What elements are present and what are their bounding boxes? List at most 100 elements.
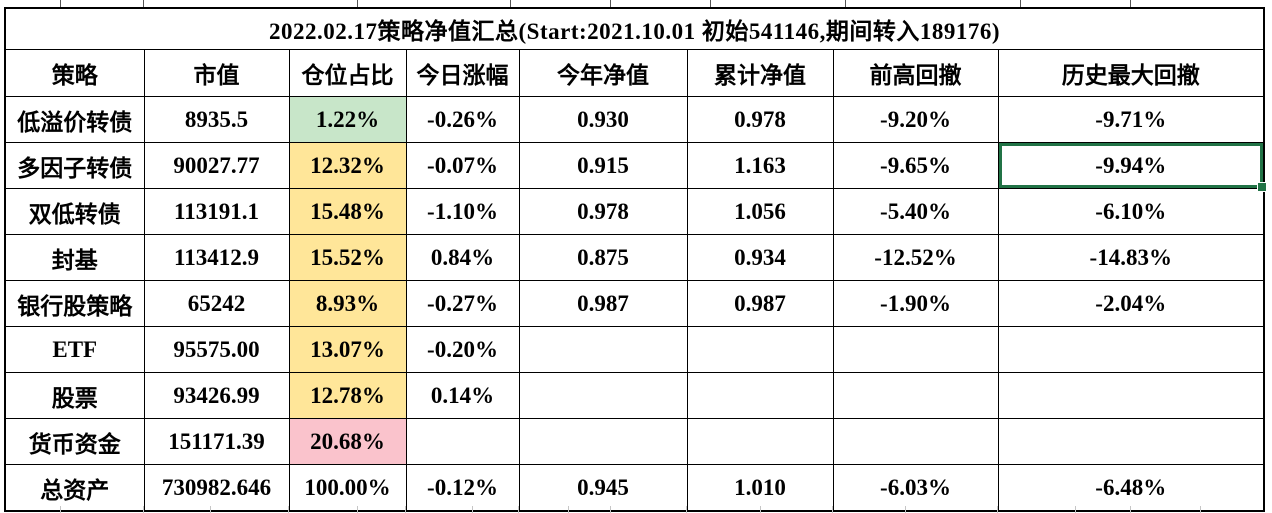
cell-r6-c5[interactable] xyxy=(686,372,834,419)
cell-r5-c7[interactable] xyxy=(997,326,1265,373)
gridline-stub xyxy=(357,0,358,7)
column-header-1[interactable]: 市值 xyxy=(143,49,290,97)
cell-r2-c3[interactable]: -1.10% xyxy=(405,188,520,235)
gridline-stub xyxy=(472,506,473,513)
cell-r1-c4[interactable]: 0.915 xyxy=(518,142,688,189)
cell-r0-c5[interactable]: 0.978 xyxy=(686,96,834,143)
cell-r6-c4[interactable] xyxy=(518,372,688,419)
cell-r8-c1[interactable]: 730982.646 xyxy=(143,464,290,512)
table-row-股票: 股票 93426.99 12.78% 0.14% xyxy=(4,372,1265,419)
selected-cell[interactable]: -9.94% xyxy=(997,142,1268,193)
gridline-stub xyxy=(60,506,61,513)
column-header-7[interactable]: 历史最大回撤 xyxy=(997,49,1265,97)
position-pct-cell-yellow[interactable]: 15.48% xyxy=(288,188,407,235)
cell-r3-c5[interactable]: 0.934 xyxy=(686,234,834,281)
cell-r8-c3[interactable]: -0.12% xyxy=(405,464,520,512)
cell-r2-c6[interactable]: -5.40% xyxy=(832,188,999,235)
position-pct-cell-yellow[interactable]: 12.32% xyxy=(288,142,407,189)
cell-r4-c1[interactable]: 65242 xyxy=(143,280,290,327)
gridline-stub xyxy=(710,0,711,7)
cell-r4-c0[interactable]: 银行股策略 xyxy=(4,280,145,327)
cell-r5-c6[interactable] xyxy=(832,326,999,373)
column-header-3[interactable]: 今日涨幅 xyxy=(405,49,520,97)
cell-r8-c4[interactable]: 0.945 xyxy=(518,464,688,512)
gridline-stub xyxy=(518,506,519,513)
gridline-stub xyxy=(510,0,511,7)
cell-r0-c3[interactable]: -0.26% xyxy=(405,96,520,143)
cell-r7-c5[interactable] xyxy=(686,418,834,465)
cell-r0-c0[interactable]: 低溢价转债 xyxy=(4,96,145,143)
gridline-stub xyxy=(288,506,289,513)
cell-r2-c0[interactable]: 双低转债 xyxy=(4,188,145,235)
cell-r8-c6[interactable]: -6.03% xyxy=(832,464,999,512)
cell-r1-c0[interactable]: 多因子转债 xyxy=(4,142,145,189)
cell-r8-c2[interactable]: 100.00% xyxy=(288,464,407,512)
position-pct-cell-yellow[interactable]: 8.93% xyxy=(288,280,407,327)
position-pct-cell-green[interactable]: 1.22% xyxy=(288,96,407,143)
cell-r7-c3[interactable] xyxy=(405,418,520,465)
cell-r3-c6[interactable]: -12.52% xyxy=(832,234,999,281)
cell-r2-c4[interactable]: 0.978 xyxy=(518,188,688,235)
cell-r6-c1[interactable]: 93426.99 xyxy=(143,372,290,419)
column-header-2[interactable]: 仓位占比 xyxy=(288,49,407,97)
cell-r7-c0[interactable]: 货币资金 xyxy=(4,418,145,465)
cell-r7-c1[interactable]: 151171.39 xyxy=(143,418,290,465)
gridline-stub xyxy=(210,506,211,513)
cell-r8-c7[interactable]: -6.48% xyxy=(997,464,1265,512)
gridline-stub xyxy=(60,0,61,7)
column-header-5[interactable]: 累计净值 xyxy=(686,49,834,97)
cell-r1-c1[interactable]: 90027.77 xyxy=(143,142,290,189)
cell-r3-c1[interactable]: 113412.9 xyxy=(143,234,290,281)
position-pct-cell-yellow[interactable]: 12.78% xyxy=(288,372,407,419)
header-row: 策略 市值 仓位占比 今日涨幅 今年净值 累计净值 前高回撤 历史最大回撤 xyxy=(4,49,1265,97)
cell-r3-c0[interactable]: 封基 xyxy=(4,234,145,281)
gridline-stub xyxy=(568,506,569,513)
cell-r8-c0[interactable]: 总资产 xyxy=(4,464,145,512)
cell-r7-c6[interactable] xyxy=(832,418,999,465)
cell-r1-c3[interactable]: -0.07% xyxy=(405,142,520,189)
cell-r2-c1[interactable]: 113191.1 xyxy=(143,188,290,235)
gridline-stub xyxy=(610,0,611,7)
cell-r5-c0[interactable]: ETF xyxy=(4,326,145,373)
cell-r4-c4[interactable]: 0.987 xyxy=(518,280,688,327)
cell-r2-c7[interactable]: -6.10% xyxy=(997,188,1265,235)
cell-r5-c4[interactable] xyxy=(518,326,688,373)
gridline-stub xyxy=(905,506,906,513)
cell-r3-c7[interactable]: -14.83% xyxy=(997,234,1265,281)
gridline-stub xyxy=(1200,506,1201,513)
cell-r6-c6[interactable] xyxy=(832,372,999,419)
cell-r1-c6[interactable]: -9.65% xyxy=(832,142,999,189)
column-header-4[interactable]: 今年净值 xyxy=(518,49,688,97)
cell-r4-c7[interactable]: -2.04% xyxy=(997,280,1265,327)
cell-r0-c1[interactable]: 8935.5 xyxy=(143,96,290,143)
cell-r7-c7[interactable] xyxy=(997,418,1265,465)
cell-r6-c7[interactable] xyxy=(997,372,1265,419)
gridline-stub xyxy=(1020,0,1021,7)
cell-r0-c6[interactable]: -9.20% xyxy=(832,96,999,143)
gridline-stub xyxy=(610,506,611,513)
cell-r0-c4[interactable]: 0.930 xyxy=(518,96,688,143)
cell-r3-c3[interactable]: 0.84% xyxy=(405,234,520,281)
position-pct-cell-yellow[interactable]: 15.52% xyxy=(288,234,407,281)
cell-r5-c1[interactable]: 95575.00 xyxy=(143,326,290,373)
cell-r6-c3[interactable]: 0.14% xyxy=(405,372,520,419)
title-row: 2022.02.17策略净值汇总(Start:2021.10.01 初始5411… xyxy=(4,7,1265,50)
position-pct-cell-yellow[interactable]: 13.07% xyxy=(288,326,407,373)
column-header-6[interactable]: 前高回撤 xyxy=(832,49,999,97)
cell-r1-c5[interactable]: 1.163 xyxy=(686,142,834,189)
cell-r5-c5[interactable] xyxy=(686,326,834,373)
cell-r5-c3[interactable]: -0.20% xyxy=(405,326,520,373)
cell-r4-c3[interactable]: -0.27% xyxy=(405,280,520,327)
table-row-低溢价转债: 低溢价转债 8935.5 1.22% -0.26% 0.930 0.978 -9.20% -9… xyxy=(4,96,1265,143)
cell-r6-c0[interactable]: 股票 xyxy=(4,372,145,419)
position-pct-cell-red[interactable]: 20.68% xyxy=(288,418,407,465)
cell-r7-c4[interactable] xyxy=(518,418,688,465)
cell-r0-c7[interactable]: -9.71% xyxy=(997,96,1265,143)
cell-r8-c5[interactable]: 1.010 xyxy=(686,464,834,512)
cell-r4-c5[interactable]: 0.987 xyxy=(686,280,834,327)
cell-r4-c6[interactable]: -1.90% xyxy=(832,280,999,327)
cell-r3-c4[interactable]: 0.875 xyxy=(518,234,688,281)
column-header-0[interactable]: 策略 xyxy=(4,49,145,97)
table-title-cell[interactable]: 2022.02.17策略净值汇总(Start:2021.10.01 初始5411… xyxy=(4,7,1265,50)
cell-r2-c5[interactable]: 1.056 xyxy=(686,188,834,235)
